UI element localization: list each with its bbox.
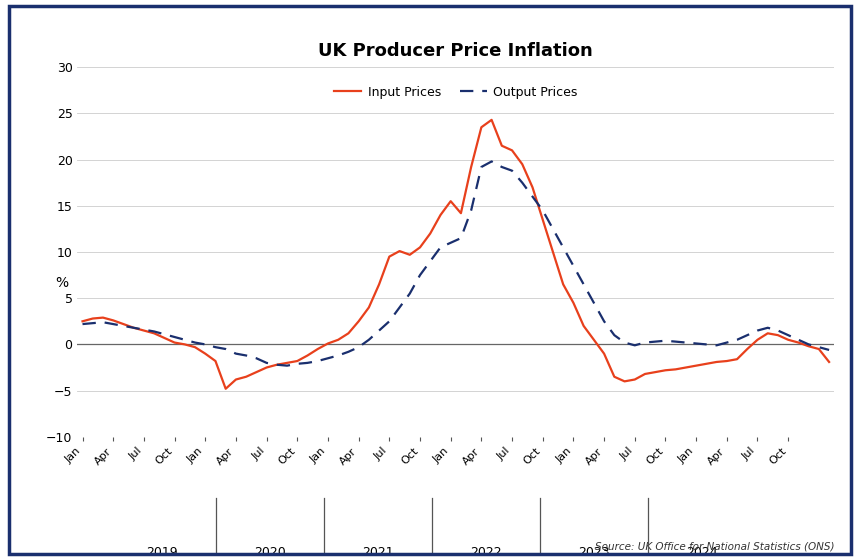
Input Prices (333, 337, 343, 343)
Output Prices (773, 327, 783, 334)
Output Prices (77, 321, 88, 328)
Text: 2022: 2022 (470, 546, 501, 559)
Output Prices (282, 362, 292, 369)
Input Prices (77, 318, 88, 325)
Input Prices (507, 147, 517, 154)
Output Prices (824, 347, 834, 353)
Input Prices (773, 332, 783, 338)
Text: 2019: 2019 (145, 546, 177, 559)
Output Prices (230, 351, 241, 357)
Output Prices (517, 179, 527, 186)
Line: Input Prices: Input Prices (83, 120, 829, 389)
Text: 2021: 2021 (362, 546, 394, 559)
Output Prices (241, 352, 251, 359)
Output Prices (333, 352, 343, 359)
Input Prices (251, 369, 261, 376)
Text: Source: UK Office for National Statistics (ONS): Source: UK Office for National Statistic… (595, 542, 834, 552)
Text: 2024: 2024 (686, 546, 718, 559)
Legend: Input Prices, Output Prices: Input Prices, Output Prices (329, 81, 583, 104)
Line: Output Prices: Output Prices (83, 161, 829, 366)
Input Prices (487, 116, 497, 123)
Input Prices (517, 161, 527, 167)
Text: %: % (56, 276, 69, 290)
Output Prices (507, 167, 517, 174)
Text: 2023: 2023 (578, 546, 610, 559)
Input Prices (241, 374, 251, 380)
Text: 2020: 2020 (254, 546, 286, 559)
Output Prices (487, 158, 497, 165)
Title: UK Producer Price Inflation: UK Producer Price Inflation (318, 42, 593, 60)
Input Prices (220, 385, 230, 392)
Input Prices (824, 358, 834, 365)
